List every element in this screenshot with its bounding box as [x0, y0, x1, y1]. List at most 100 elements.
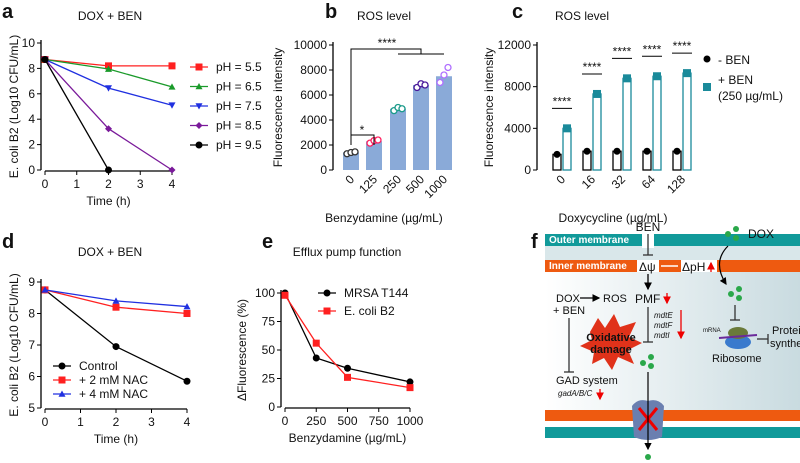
- legend-label: E. coli B2: [344, 304, 395, 318]
- series-line-1: [284, 294, 411, 389]
- y-tick-label: 0: [524, 163, 531, 177]
- x-tick-label: 128: [664, 172, 688, 196]
- x-tick-label: 1000: [397, 414, 424, 428]
- y-axis-label: Fluorescence intensity: [271, 48, 285, 167]
- legend-marker: [323, 307, 331, 315]
- y-tick-label: 9: [28, 275, 35, 289]
- delta-psi-label: Δψ: [639, 260, 656, 274]
- legend-marker: [703, 55, 711, 63]
- y-tick-label: 0: [320, 163, 327, 177]
- legend-marker: [195, 141, 203, 149]
- x-tick-label: 0: [42, 177, 49, 191]
- y-tick-label: 6000: [300, 88, 327, 102]
- significance-label: ****: [583, 60, 602, 74]
- data-point: [105, 65, 112, 72]
- y-tick-label: 12000: [498, 38, 532, 52]
- x-tick-label: 4: [184, 415, 191, 429]
- x-tick-label: 3: [137, 177, 144, 191]
- mechanism-diagram: Outer membrane Inner membrane BEN Δψ ΔpH…: [545, 220, 800, 460]
- data-point: [440, 71, 448, 79]
- x-axis-label: Time (h): [94, 432, 138, 446]
- significance-label: ****: [643, 42, 662, 56]
- data-point: [183, 303, 191, 310]
- data-point: [112, 343, 120, 351]
- y-axis-label: E. coli B2 (Log10 CFU/mL): [7, 35, 21, 178]
- y-tick-label: 0: [268, 400, 275, 414]
- x-tick-label: 3: [148, 415, 155, 429]
- x-tick-label: 250: [306, 414, 326, 428]
- y-tick-label: 100: [255, 286, 275, 300]
- y-axis-label: E. coli B2 (Log10 CFU/mL): [7, 273, 21, 416]
- y-tick-label: 8: [28, 61, 35, 75]
- y-tick-label: 10: [22, 36, 36, 50]
- data-point: [351, 148, 359, 156]
- legend-label: pH = 9.5: [216, 138, 262, 152]
- oxidative-damage-burst: [580, 314, 642, 370]
- x-tick-label: 1: [73, 177, 80, 191]
- series-line-0: [284, 292, 411, 383]
- y-tick-label: 6: [28, 87, 35, 101]
- bar-plus-ben: [682, 72, 692, 171]
- data-point: [623, 74, 631, 83]
- data-point: [673, 147, 681, 155]
- significance-label: ****: [553, 94, 572, 108]
- legend-marker: [195, 83, 203, 90]
- legend-label: + BEN: [718, 73, 753, 87]
- legend-label: + 2 mM NAC: [79, 373, 148, 387]
- y-tick-label: 8: [28, 307, 35, 321]
- bar: [366, 141, 382, 170]
- data-point: [553, 150, 561, 158]
- data-point: [41, 286, 49, 293]
- panel-e-chart: 0 25 50 75 100 ΔFluorescence (%) Efflux pump f…: [235, 245, 424, 445]
- inner-membrane-label: Inner membrane: [549, 261, 627, 272]
- data-point: [444, 63, 452, 72]
- significance-label: *: [360, 123, 365, 137]
- panel-d-chart: 5 6 7 8 9 E. coli B2 (Log10 CFU/mL) DOX + BEN 0…: [7, 245, 191, 446]
- data-point: [312, 354, 320, 362]
- dox-ben-label: DOX: [556, 293, 581, 305]
- legend-label: - BEN: [718, 53, 750, 67]
- y-tick-label: 75: [262, 315, 276, 329]
- legend-label: (250 µg/mL): [718, 89, 783, 103]
- data-point: [406, 378, 414, 386]
- data-point: [168, 83, 176, 90]
- ribosome-icon: [725, 335, 751, 349]
- damage-label-2: damage: [590, 344, 632, 356]
- protein-label: Protein: [772, 325, 800, 337]
- significance-label: ****: [673, 39, 692, 53]
- y-tick-label: 6: [28, 370, 35, 384]
- y-axis-label: Fluorescence intensity: [482, 48, 496, 167]
- data-point: [406, 384, 414, 392]
- y-tick-label: 10000: [294, 38, 328, 52]
- x-tick-label: 0: [42, 415, 49, 429]
- y-tick-label: 5: [28, 401, 35, 415]
- x-tick-label: 2: [113, 415, 120, 429]
- x-tick-label: 250: [380, 172, 404, 196]
- bar-plus-ben: [592, 93, 602, 171]
- x-tick-label: 1: [77, 415, 84, 429]
- x-tick-label: 64: [639, 172, 659, 192]
- outer-membrane-label: Outer membrane: [549, 235, 629, 246]
- x-tick-label: 2: [105, 177, 112, 191]
- synthesis-label: synthesis: [770, 338, 800, 350]
- legend-label: pH = 5.5: [216, 60, 262, 74]
- data-point: [112, 297, 120, 304]
- data-point: [344, 373, 351, 381]
- data-point: [436, 78, 444, 87]
- panel-label-b: b: [325, 1, 337, 23]
- bar-plus-ben: [652, 75, 662, 171]
- dox-label: DOX: [748, 227, 774, 241]
- panel-label-d: d: [2, 231, 14, 253]
- mrna-label: mRNA: [703, 328, 721, 334]
- x-axis-label: Doxycycline (µg/mL): [559, 211, 668, 225]
- data-point: [168, 166, 176, 174]
- chart-title: Efflux pump function: [293, 245, 402, 259]
- panel-label-e: e: [262, 231, 273, 253]
- y-tick-label: 2000: [300, 138, 327, 152]
- bar: [413, 85, 429, 170]
- damage-label-1: Oxidative: [586, 332, 636, 344]
- chart-title: ROS level: [555, 9, 609, 23]
- x-tick-label: 0: [553, 172, 568, 187]
- y-tick-label: 0: [28, 163, 35, 177]
- legend-label: + 4 mM NAC: [79, 387, 148, 401]
